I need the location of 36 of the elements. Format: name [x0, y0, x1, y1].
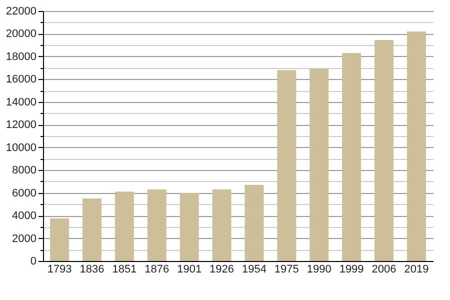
x-tick-label: 1851	[112, 264, 137, 276]
x-tick-label: 1876	[144, 264, 170, 276]
bar	[374, 40, 394, 261]
y-tick-label: 6000	[12, 187, 36, 200]
y-tick-label: 10000	[6, 142, 36, 154]
bar	[277, 70, 296, 261]
bar	[82, 198, 102, 261]
x-tick-label: 1836	[80, 264, 104, 276]
y-tick-label: 16000	[6, 74, 36, 86]
x-tick-label: 1954	[242, 264, 266, 276]
bar	[180, 192, 199, 261]
bar	[406, 31, 426, 261]
y-tick-label: 18000	[6, 50, 36, 63]
y-tick-label: 4000	[12, 210, 36, 222]
y-tick-label: 14000	[6, 96, 36, 108]
x-tick-label: 1975	[274, 264, 299, 276]
x-tick-label: 1901	[177, 264, 202, 276]
x-tick-label: 2006	[372, 264, 396, 276]
x-tick-label: 2019	[404, 264, 429, 276]
x-tick-label: 1926	[210, 264, 234, 276]
bar	[147, 189, 166, 261]
bar	[114, 192, 134, 261]
bar	[310, 68, 329, 261]
y-tick-label: 8000	[12, 164, 36, 177]
bar	[342, 53, 362, 261]
y-tick-label: 22000	[6, 6, 36, 18]
x-tick-label: 1999	[339, 264, 364, 276]
bar	[212, 189, 232, 261]
y-tick-label: 12000	[6, 119, 36, 132]
y-tick-label: 2000	[12, 232, 36, 245]
x-tick-label: 1990	[306, 264, 332, 276]
bar	[50, 218, 70, 261]
bar	[244, 184, 264, 261]
y-tick-label: 0	[30, 256, 36, 268]
x-tick-label: 1793	[47, 264, 72, 276]
y-tick-label: 20000	[6, 28, 36, 40]
